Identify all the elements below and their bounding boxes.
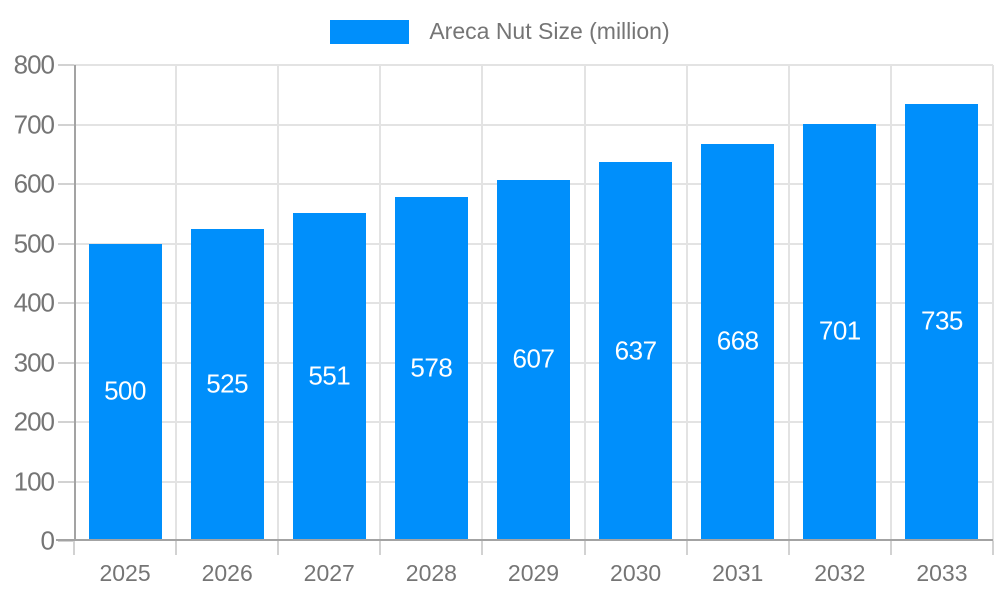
bar-value-label-2028: 578 (410, 352, 453, 383)
x-axis-tick-3 (379, 541, 381, 555)
gridline-v-3 (379, 65, 381, 541)
x-axis-tick-4 (481, 541, 483, 555)
x-axis-label-2031: 2031 (712, 560, 764, 586)
x-axis-tick-0 (73, 541, 75, 555)
x-axis-tick-1 (175, 541, 177, 555)
y-axis-label-700: 700 (13, 109, 55, 139)
y-axis-label-500: 500 (13, 228, 55, 258)
y-axis-label-200: 200 (13, 406, 55, 437)
x-axis-label-2029: 2029 (507, 560, 560, 586)
y-axis-label-400: 400 (13, 287, 55, 318)
y-axis-tick-0 (58, 540, 74, 542)
gridline-h-700 (74, 123, 993, 126)
bar-2031[interactable]: 668 (701, 143, 775, 539)
y-axis-label-600: 600 (13, 168, 55, 199)
x-axis-tick-8 (890, 541, 892, 555)
bar-2026[interactable]: 525 (190, 228, 264, 539)
bar-2029[interactable]: 607 (497, 179, 570, 539)
bar-2030[interactable]: 637 (599, 162, 673, 539)
y-axis-tick-400 (58, 302, 74, 304)
bar-value-label-2031: 668 (716, 325, 759, 356)
gridline-v-4 (481, 65, 483, 541)
y-axis-label-0: 0 (40, 525, 56, 556)
y-axis-tick-600 (58, 183, 74, 185)
gridline-v-2 (277, 65, 279, 541)
x-axis-line (56, 539, 993, 541)
bar-value-label-2032: 701 (818, 315, 861, 346)
bar-value-label-2026: 525 (206, 368, 249, 399)
y-axis-line (74, 65, 76, 541)
x-axis-label-2026: 2026 (201, 560, 253, 586)
x-axis-label-2033: 2033 (916, 560, 968, 586)
gridline-v-9 (992, 65, 994, 541)
gridline-v-6 (686, 65, 688, 541)
x-axis-tick-7 (788, 541, 790, 555)
x-axis-label-2027: 2027 (303, 560, 355, 586)
gridline-v-8 (890, 65, 892, 541)
x-axis-tick-5 (584, 541, 586, 555)
bar-value-label-2029: 607 (512, 343, 555, 374)
x-axis-tick-2 (277, 541, 279, 555)
y-axis-tick-500 (58, 242, 74, 245)
y-axis-tick-700 (58, 123, 74, 126)
gridline-v-7 (788, 65, 790, 541)
bar-value-label-2030: 637 (614, 335, 657, 365)
x-axis-tick-6 (686, 541, 688, 555)
x-axis-label-2030: 2030 (610, 560, 662, 586)
x-axis-label-2032: 2032 (814, 560, 866, 586)
y-axis-label-100: 100 (13, 466, 55, 496)
y-axis-tick-800 (58, 64, 74, 66)
bar-2027[interactable]: 551 (292, 213, 366, 539)
bar-2025[interactable]: 500 (88, 243, 162, 539)
y-axis-label-300: 300 (13, 347, 55, 377)
bar-2028[interactable]: 578 (394, 197, 468, 539)
bar-value-label-2025: 500 (104, 375, 146, 406)
y-axis-tick-100 (58, 480, 74, 483)
y-axis-label-800: 800 (13, 49, 55, 80)
gridline-h-800 (74, 64, 993, 66)
gridline-v-5 (584, 65, 586, 541)
bar-value-label-2027: 551 (308, 360, 351, 391)
gridline-v-1 (175, 65, 177, 541)
legend-swatch-icon (330, 19, 410, 44)
y-axis-tick-300 (58, 361, 74, 364)
bar-value-label-2033: 735 (920, 305, 963, 336)
x-axis-label-2025: 2025 (99, 560, 151, 586)
bar-2033[interactable]: 735 (905, 103, 979, 539)
x-axis-label-2028: 2028 (405, 560, 457, 586)
bar-2032[interactable]: 701 (803, 123, 877, 539)
x-axis-tick-9 (992, 541, 994, 555)
y-axis-tick-200 (58, 421, 74, 423)
plot-area: 500 525 551 578 607 637 668 701 735 (56, 64, 994, 555)
y-axis-labels: 0 100 200 300 400 500 600 700 800 (0, 50, 55, 556)
legend-label: Areca Nut Size (million) (429, 18, 670, 44)
legend-item[interactable]: Areca Nut Size (million) (0, 18, 1000, 45)
